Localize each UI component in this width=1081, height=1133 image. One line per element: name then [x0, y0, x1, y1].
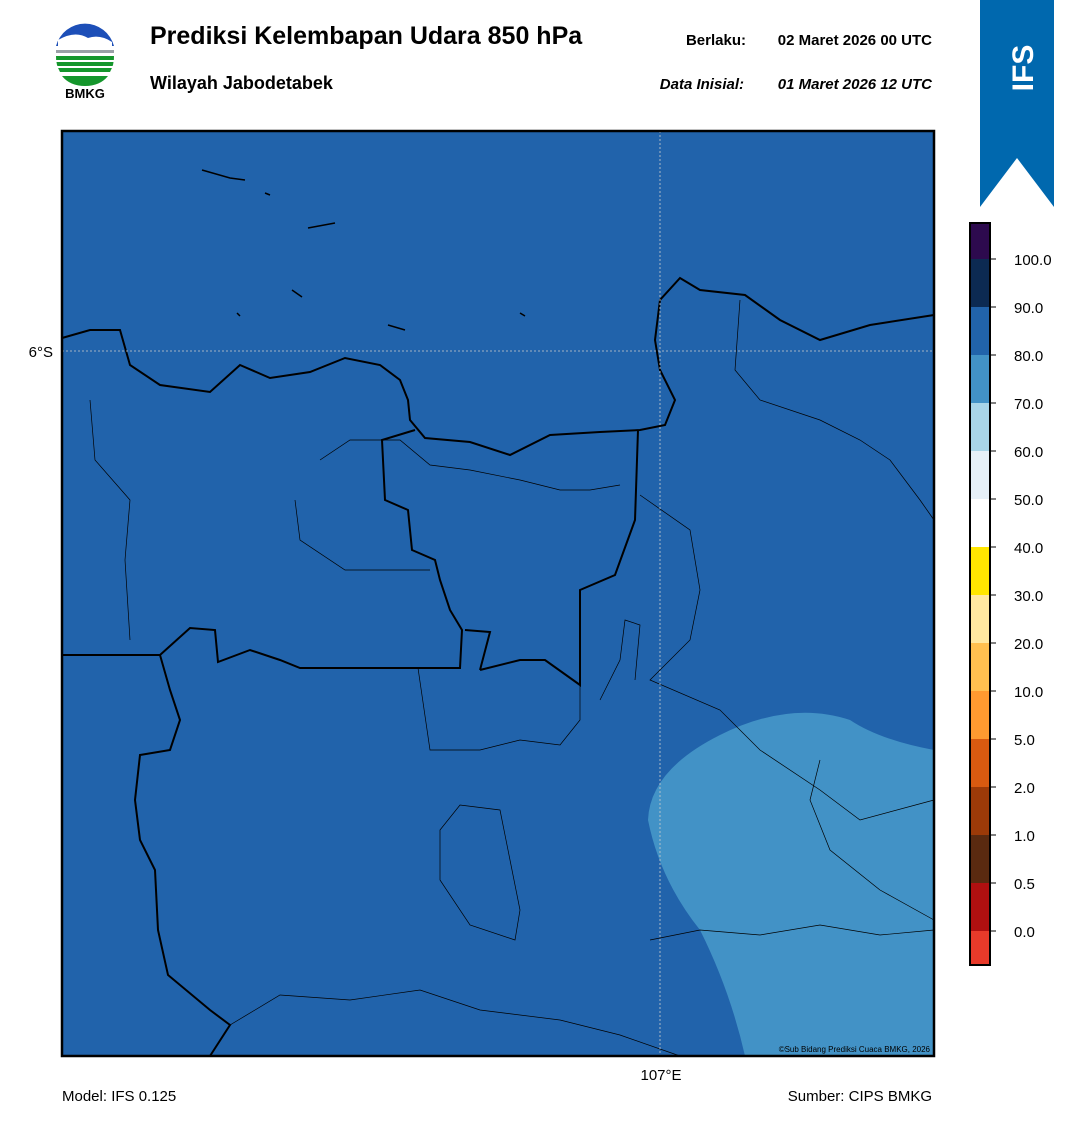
colorbar-label: 50.0 [1014, 492, 1043, 509]
lon-label: 107°E [640, 1067, 681, 1084]
logo-text: BMKG [65, 86, 105, 101]
colorbar-label: 30.0 [1014, 588, 1043, 605]
footer-model: Model: IFS 0.125 [62, 1088, 176, 1105]
colorbar-label: 40.0 [1014, 540, 1043, 557]
logo: BMKG [55, 23, 115, 101]
colorbar-label: 20.0 [1014, 636, 1043, 653]
colorbar-label: 5.0 [1014, 732, 1035, 749]
colorbar-label: 10.0 [1014, 684, 1043, 701]
colorbar-label: 80.0 [1014, 348, 1043, 365]
colorbar-label: 90.0 [1014, 300, 1043, 317]
colorbar-label: 1.0 [1014, 828, 1035, 845]
valid-label: Berlaku: [686, 32, 746, 49]
badge-text: IFS [1007, 45, 1040, 92]
init-date: 01 Maret 2026 12 UTC [778, 76, 933, 93]
colorbar-label: 100.0 [1014, 252, 1052, 269]
colorbar-label: 0.5 [1014, 876, 1035, 893]
colorbar-label: 70.0 [1014, 396, 1043, 413]
colorbar [969, 222, 991, 966]
colorbar-label: 0.0 [1014, 924, 1035, 941]
colorbar-label: 60.0 [1014, 444, 1043, 461]
lat-label: 6°S [29, 344, 53, 361]
badge [980, 0, 1054, 207]
title: Prediksi Kelembapan Udara 850 hPa [150, 22, 583, 50]
map [60, 129, 936, 1058]
footer-source: Sumber: CIPS BMKG [788, 1088, 932, 1105]
init-label: Data Inisial: [660, 76, 744, 93]
colorbar-labels: 100.0 90.0 80.0 70.0 60.0 50.0 40.0 30.0 20.0 10.… [990, 252, 1052, 941]
colorbar-label: 2.0 [1014, 780, 1035, 797]
subtitle: Wilayah Jabodetabek [150, 73, 334, 93]
valid-date: 02 Maret 2026 00 UTC [778, 32, 932, 49]
copyright: ©Sub Bidang Prediksi Cuaca BMKG, 2026 [779, 1045, 931, 1054]
